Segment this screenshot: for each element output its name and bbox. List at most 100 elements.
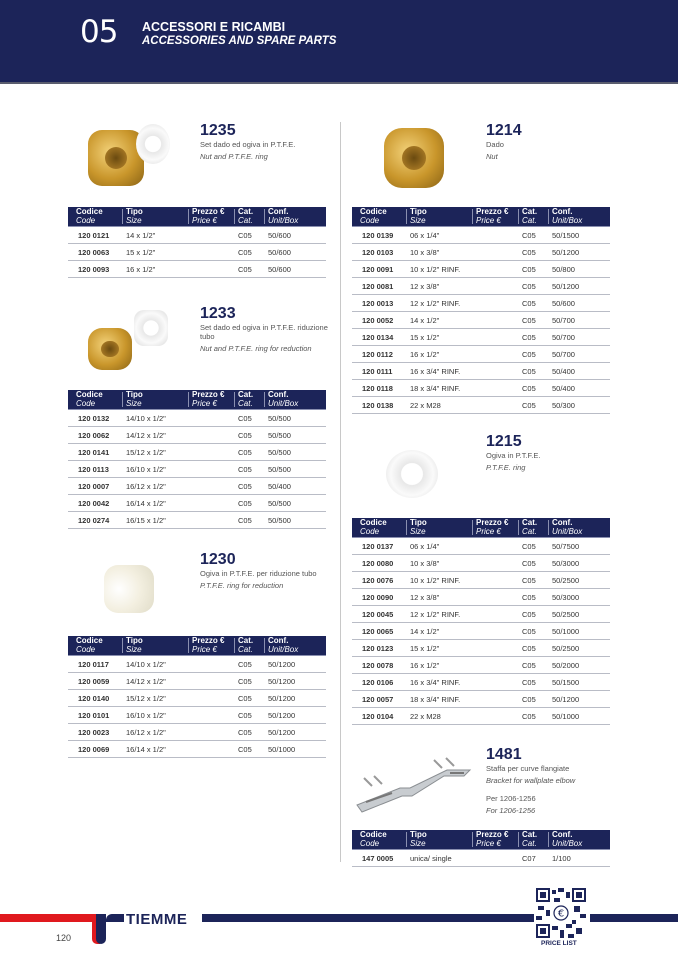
cell-code: 120 0103	[362, 248, 394, 257]
cell-size: 14 x 1/2"	[410, 316, 440, 325]
column-header-it: Prezzo €	[476, 518, 509, 527]
column-header-it: Codice	[360, 207, 387, 216]
product-table: Codice Code Tipo Size Prezzo € Price € Cat. Cat…	[68, 207, 326, 278]
column-header-code: Codice Code	[76, 390, 103, 408]
table-row: 120 0057 18 x 3/4" RINF. C05 50/1200	[352, 691, 610, 708]
column-separator	[472, 209, 473, 224]
cell-code: 147 0005	[362, 854, 394, 863]
table-row: 120 0132 14/10 x 1/2" C05 50/500	[68, 410, 326, 427]
cell-category: C05	[522, 248, 536, 257]
cell-unit-box: 50/3000	[552, 593, 580, 602]
column-separator	[548, 832, 549, 847]
cell-size: 18 x 3/4" RINF.	[410, 695, 461, 704]
cell-category: C05	[238, 677, 252, 686]
column-header-it: Codice	[360, 830, 387, 839]
product-description-it: Dado	[486, 140, 504, 149]
footer-navy-stripe	[590, 914, 678, 922]
cell-code: 120 0138	[362, 401, 394, 410]
product-title-block: 1233 Set dado ed ogiva in P.T.F.E. riduzi…	[200, 305, 330, 353]
product-description-en: Nut and P.T.F.E. ring	[200, 152, 268, 161]
price-list-qr-code[interactable]: €	[536, 888, 586, 938]
table-row: 120 0117 14/10 x 1/2" C05 50/1200	[68, 656, 326, 673]
product-table: Codice Code Tipo Size Prezzo € Price € Cat. Cat…	[68, 636, 326, 758]
section-title-en: ACCESSORIES AND SPARE PARTS	[142, 35, 337, 47]
cell-code: 120 0069	[78, 745, 110, 754]
cell-size: 16/14 x 1/2"	[126, 745, 166, 754]
cell-category: C05	[238, 482, 252, 491]
cell-code: 120 0137	[362, 542, 394, 551]
table-header: Codice Code Tipo Size Prezzo € Price € Cat. Cat…	[352, 518, 610, 538]
column-separator	[234, 392, 235, 407]
cell-category: C05	[238, 414, 252, 423]
table-row: 120 0138 22 x M28 C05 50/300	[352, 397, 610, 414]
cell-code: 120 0062	[78, 431, 110, 440]
cell-category: C05	[522, 401, 536, 410]
cell-unit-box: 50/2500	[552, 644, 580, 653]
cell-unit-box: 50/2500	[552, 576, 580, 585]
cell-category: C05	[238, 694, 252, 703]
cell-category: C05	[522, 610, 536, 619]
cell-category: C05	[522, 593, 536, 602]
cell-size: 16/14 x 1/2"	[126, 499, 166, 508]
column-header-unit-box: Conf. Unit/Box	[268, 390, 298, 408]
cell-category: C05	[522, 350, 536, 359]
cell-unit-box: 50/1200	[268, 677, 296, 686]
table-row: 120 0123 15 x 1/2" C05 50/2500	[352, 640, 610, 657]
product-title-block: 1214 Dado Nut	[486, 122, 616, 161]
product-note-it: Per 1206-1256	[486, 794, 536, 803]
product-description-en: P.T.F.E. ring for reduction	[200, 581, 284, 590]
cell-size: 14 x 1/2"	[410, 627, 440, 636]
cell-code: 120 0076	[362, 576, 394, 585]
brass-nut-image	[384, 128, 444, 188]
column-header-it: Codice	[360, 518, 387, 527]
cell-unit-box: 1/100	[552, 854, 571, 863]
cell-code: 120 0091	[362, 265, 394, 274]
column-header-it: Tipo	[126, 390, 143, 399]
table-row: 120 0104 22 x M28 C05 50/1000	[352, 708, 610, 725]
cell-size: 10 x 3/8"	[410, 559, 440, 568]
table-row: 120 0103 10 x 3/8" C05 50/1200	[352, 244, 610, 261]
column-header-en: Price €	[192, 644, 217, 654]
cell-unit-box: 50/7500	[552, 542, 580, 551]
brass-nut-image	[88, 130, 144, 186]
product-description-it: Set dado ed ogiva in P.T.F.E.	[200, 140, 296, 149]
column-header-it: Prezzo €	[192, 636, 225, 645]
cell-category: C05	[238, 231, 252, 240]
column-separator	[548, 209, 549, 224]
column-header-unit-box: Conf. Unit/Box	[268, 207, 298, 225]
footer-navy-stripe	[202, 914, 534, 922]
cell-size: 14/10 x 1/2"	[126, 660, 166, 669]
table-row: 120 0065 14 x 1/2" C05 50/1000	[352, 623, 610, 640]
cell-code: 120 0123	[362, 644, 394, 653]
column-header-en: Unit/Box	[552, 215, 583, 225]
column-header-category: Cat. Cat.	[238, 390, 253, 408]
column-header-it: Prezzo €	[476, 830, 509, 839]
column-header-it: Cat.	[238, 207, 254, 216]
cell-category: C05	[522, 282, 536, 291]
cell-size: 16/10 x 1/2"	[126, 465, 166, 474]
cell-unit-box: 50/1200	[552, 248, 580, 257]
cell-code: 120 0013	[362, 299, 394, 308]
cell-unit-box: 50/1200	[268, 660, 296, 669]
cell-size: 06 x 1/4"	[410, 231, 440, 240]
column-header-size: Tipo Size	[126, 207, 143, 225]
cell-code: 120 0141	[78, 448, 110, 457]
column-header-en: Price €	[192, 215, 217, 225]
cell-code: 120 0093	[78, 265, 110, 274]
column-header-en: Price €	[476, 526, 501, 536]
column-separator	[264, 392, 265, 407]
table-row: 120 0091 10 x 1/2" RINF. C05 50/800	[352, 261, 610, 278]
column-separator	[234, 638, 235, 653]
column-header-en: Unit/Box	[552, 838, 583, 848]
cell-unit-box: 50/700	[552, 350, 575, 359]
cell-unit-box: 50/3000	[552, 559, 580, 568]
product-code: 1235	[200, 122, 236, 139]
product-table: Codice Code Tipo Size Prezzo € Price € Cat. Cat…	[352, 518, 610, 725]
cell-size: unica/ single	[410, 854, 452, 863]
ptfe-ring-image	[136, 124, 170, 164]
table-row: 120 0080 10 x 3/8" C05 50/3000	[352, 555, 610, 572]
product-description-en: Nut and P.T.F.E. ring for reduction	[200, 344, 312, 353]
column-header-unit-box: Conf. Unit/Box	[268, 636, 298, 654]
column-header-it: Conf.	[552, 830, 573, 839]
column-header-en: Code	[76, 398, 96, 408]
